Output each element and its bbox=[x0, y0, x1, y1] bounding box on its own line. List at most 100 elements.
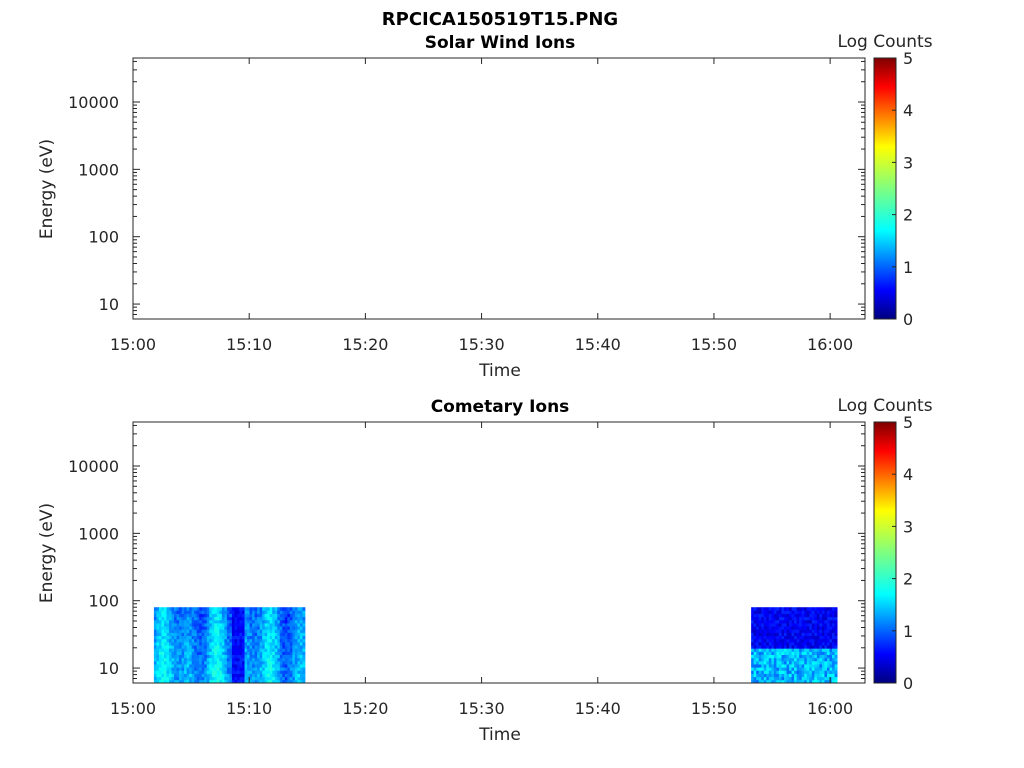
heatmap-cell bbox=[768, 667, 772, 671]
heatmap-cell bbox=[778, 673, 782, 678]
heatmap-cell bbox=[804, 679, 808, 684]
heatmap-cell bbox=[811, 619, 815, 624]
heatmap-cell bbox=[196, 667, 200, 671]
heatmap-cell bbox=[768, 626, 772, 630]
heatmap-cell bbox=[758, 676, 762, 681]
heatmap-cell bbox=[809, 632, 813, 637]
heatmap-cell bbox=[269, 648, 273, 652]
heatmap-cell bbox=[234, 607, 238, 611]
heatmap-cell bbox=[824, 657, 828, 662]
heatmap-cell bbox=[753, 629, 757, 633]
heatmap-cell bbox=[267, 607, 271, 611]
heatmap-cell bbox=[186, 635, 190, 640]
heatmap-cell bbox=[257, 613, 261, 618]
heatmap-cell bbox=[234, 645, 238, 649]
heatmap-cell bbox=[196, 635, 200, 640]
heatmap-cell bbox=[756, 679, 760, 684]
heatmap-cell bbox=[814, 651, 818, 655]
heatmap-cell bbox=[763, 607, 767, 611]
heatmap-cell bbox=[161, 619, 165, 624]
heatmap-cell bbox=[161, 641, 165, 646]
heatmap-cell bbox=[834, 673, 838, 678]
heatmap-cell bbox=[252, 667, 256, 671]
heatmap-cell bbox=[299, 648, 303, 652]
heatmap-cell bbox=[274, 676, 278, 681]
heatmap-cell bbox=[229, 623, 233, 627]
heatmap-cell bbox=[191, 635, 195, 640]
heatmap-cell bbox=[236, 645, 240, 649]
heatmap-cell bbox=[811, 664, 815, 668]
heatmap-cell bbox=[239, 623, 243, 627]
heatmap-cell bbox=[184, 651, 188, 655]
heatmap-cell bbox=[196, 660, 200, 665]
heatmap-cell bbox=[158, 632, 162, 637]
heatmap-cell bbox=[302, 679, 306, 684]
heatmap-cell bbox=[277, 638, 281, 643]
heatmap-cell bbox=[209, 660, 213, 665]
heatmap-cell bbox=[158, 641, 162, 646]
heatmap-cell bbox=[186, 651, 190, 655]
heatmap-cell bbox=[252, 613, 256, 618]
heatmap-cell bbox=[163, 629, 167, 633]
heatmap-cell bbox=[794, 610, 798, 614]
heatmap-cell bbox=[163, 616, 167, 621]
heatmap-cell bbox=[221, 657, 225, 662]
heatmap-cell bbox=[211, 657, 215, 662]
heatmap-cell bbox=[819, 616, 823, 621]
heatmap-cell bbox=[224, 632, 228, 637]
heatmap-cell bbox=[794, 645, 798, 649]
heatmap-cell bbox=[834, 679, 838, 684]
heatmap-cell bbox=[279, 657, 283, 662]
heatmap-cell bbox=[781, 654, 785, 659]
heatmap-cell bbox=[819, 679, 823, 684]
heatmap-cell bbox=[776, 676, 780, 681]
heatmap-cell bbox=[791, 645, 795, 649]
heatmap-cell bbox=[756, 607, 760, 611]
heatmap-cell bbox=[789, 648, 792, 652]
heatmap-cell bbox=[176, 667, 180, 671]
heatmap-cell bbox=[206, 623, 210, 627]
cometary-panel: Cometary Ions Energy (eV) Time 15:00 15:1… bbox=[37, 396, 933, 745]
heatmap-cell bbox=[226, 619, 230, 624]
heatmap-cell bbox=[297, 632, 301, 637]
heatmap-cell bbox=[153, 632, 157, 637]
heatmap-cell bbox=[796, 673, 800, 678]
heatmap-cell bbox=[794, 673, 798, 678]
heatmap-cell bbox=[242, 673, 245, 678]
heatmap-cell bbox=[284, 626, 288, 630]
heatmap-cell bbox=[827, 607, 830, 611]
heatmap-cell bbox=[239, 626, 243, 630]
heatmap-cell bbox=[761, 657, 765, 662]
heatmap-cell bbox=[179, 607, 183, 611]
heatmap-cell bbox=[834, 635, 838, 640]
heatmap-cell bbox=[219, 623, 223, 627]
heatmap-cell bbox=[282, 616, 286, 621]
heatmap-cell bbox=[776, 645, 780, 649]
heatmap-cell bbox=[761, 679, 765, 684]
heatmap-cell bbox=[206, 648, 210, 652]
heatmap-cell bbox=[257, 635, 261, 640]
heatmap-cell bbox=[231, 638, 235, 643]
heatmap-cell bbox=[832, 607, 835, 611]
x-tick-label: 15:50 bbox=[691, 699, 737, 718]
heatmap-cell bbox=[804, 641, 808, 646]
heatmap-cell bbox=[161, 670, 165, 674]
heatmap-cell bbox=[821, 667, 825, 671]
heatmap-cell bbox=[279, 676, 283, 681]
heatmap-cell bbox=[179, 664, 183, 668]
heatmap-cell bbox=[806, 648, 810, 652]
heatmap-cell bbox=[816, 613, 820, 618]
heatmap-cell bbox=[758, 673, 762, 678]
heatmap-cell bbox=[199, 667, 203, 671]
heatmap-cell bbox=[821, 660, 825, 665]
heatmap-cell bbox=[819, 651, 823, 655]
heatmap-cell bbox=[287, 654, 291, 659]
heatmap-cell bbox=[254, 638, 258, 643]
heatmap-cell bbox=[184, 632, 188, 637]
heatmap-cell bbox=[189, 667, 193, 671]
heatmap-cell bbox=[832, 648, 835, 652]
heatmap-cell bbox=[821, 651, 825, 655]
heatmap-cell bbox=[819, 654, 823, 659]
heatmap-cell bbox=[287, 676, 291, 681]
heatmap-cell bbox=[781, 645, 785, 649]
